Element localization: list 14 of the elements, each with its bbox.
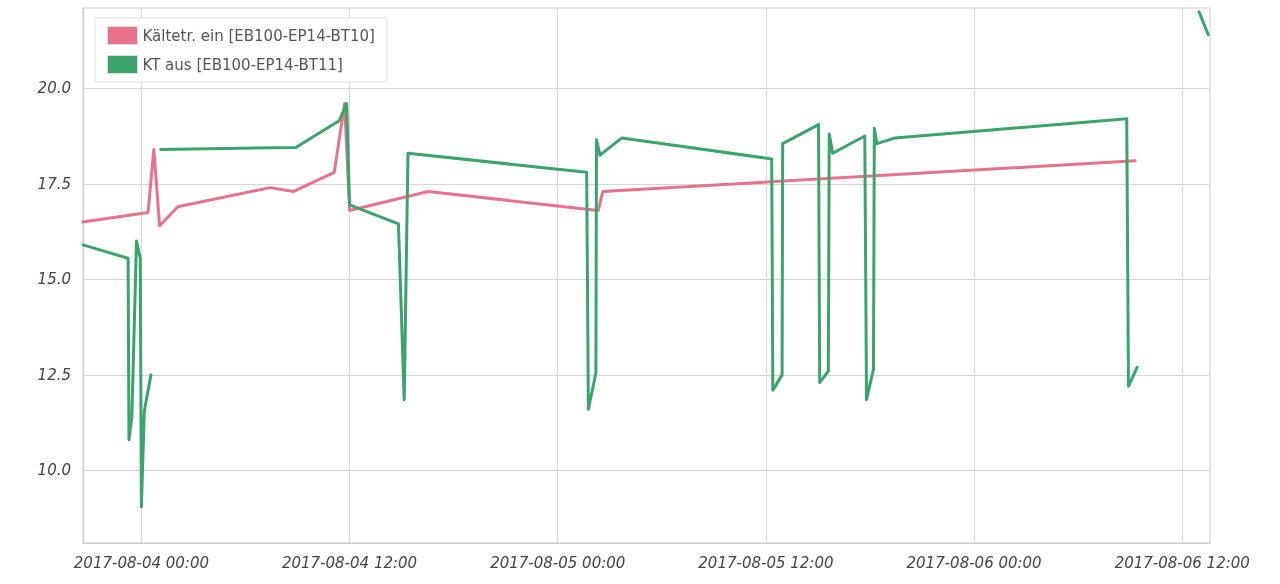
legend-label: Kältetr. ein [EB100-EP14-BT10]	[142, 26, 375, 45]
x-tick-label: 2017-08-06 12:00	[1114, 553, 1250, 572]
y-tick-label: 17.5	[37, 174, 71, 193]
x-tick-label: 2017-08-04 00:00	[73, 553, 209, 572]
y-tick-label: 10.0	[37, 461, 71, 480]
y-tick-label: 15.0	[37, 270, 71, 289]
x-tick-label: 2017-08-06 00:00	[906, 553, 1042, 572]
x-tick-label: 2017-08-05 00:00	[490, 553, 626, 572]
x-tick-label: 2017-08-04 12:00	[281, 553, 418, 572]
y-tick-label: 12.5	[37, 365, 71, 384]
y-tick-label: 20.0	[37, 79, 71, 98]
x-tick-label: 2017-08-05 12:00	[698, 553, 834, 572]
legend-label: KT aus [EB100-EP14-BT11]	[142, 55, 343, 74]
line-series	[81, 102, 1137, 228]
